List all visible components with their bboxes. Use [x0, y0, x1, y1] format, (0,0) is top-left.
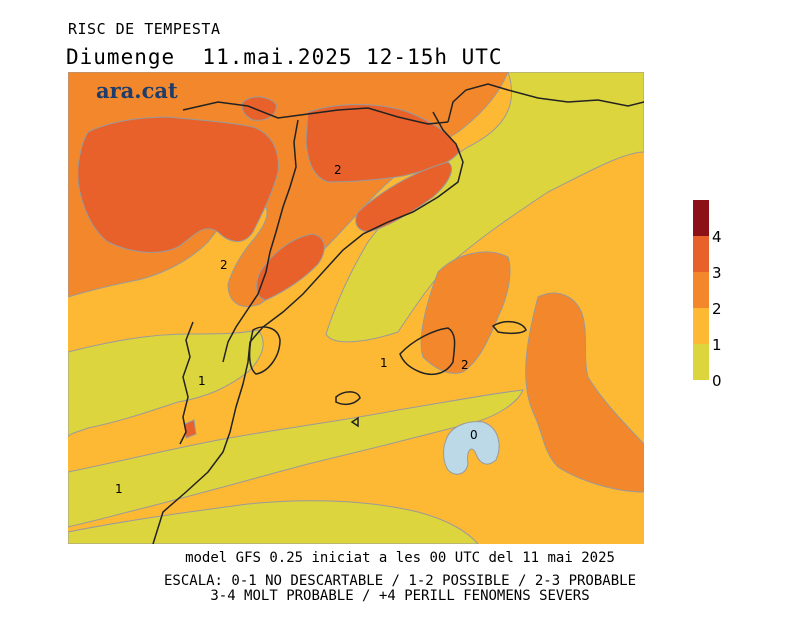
legend-colorbar [693, 200, 709, 380]
risk-level-0-area [68, 389, 524, 528]
risk-level-3-area [77, 116, 279, 253]
brand-logo: ara.cat [96, 78, 178, 103]
legend-swatch [693, 200, 709, 236]
risk-level-0-area [68, 329, 264, 438]
legend-label: 3 [712, 264, 722, 282]
coastline [152, 83, 644, 544]
risk-level-0-area [68, 500, 479, 544]
contour-label: 0 [470, 428, 478, 442]
scale-description: ESCALA: 0-1 NO DESCARTABLE / 1-2 POSSIBL… [163, 573, 636, 589]
risk-level-2-area [420, 251, 511, 374]
contour-label: 1 [115, 482, 123, 496]
risk-level-0-area [325, 72, 644, 343]
contour-label: 2 [461, 358, 469, 372]
legend-swatch [693, 272, 709, 308]
risk-level-3-area [241, 96, 277, 121]
contour-label: 1 [198, 374, 206, 388]
risk-level-3-area [355, 161, 452, 233]
legend-label: 4 [712, 228, 722, 246]
risk-level-3-area [256, 233, 325, 301]
contour-label: 2 [220, 258, 228, 272]
legend-label: 2 [712, 300, 722, 318]
legend-label: 1 [712, 336, 722, 354]
storm-risk-map: 2 2 1 1 1 2 0 [68, 72, 644, 544]
contour-label: 1 [380, 356, 388, 370]
legend-swatch [693, 236, 709, 272]
legend-swatch [693, 344, 709, 380]
legend-label: 0 [712, 372, 722, 390]
model-info: model GFS 0.25 iniciat a les 00 UTC del … [185, 550, 615, 566]
contour-label: 2 [334, 163, 342, 177]
risk-below-zero-area [443, 421, 500, 475]
risk-level-2-area [525, 292, 644, 493]
chart-title: RISC DE TEMPESTA [68, 20, 221, 38]
forecast-date: Diumenge 11.mai.2025 12-15h UTC [66, 45, 503, 69]
scale-description-cont: 3-4 MOLT PROBABLE / +4 PERILL FENOMENS S… [210, 588, 590, 604]
legend-swatch [693, 308, 709, 344]
